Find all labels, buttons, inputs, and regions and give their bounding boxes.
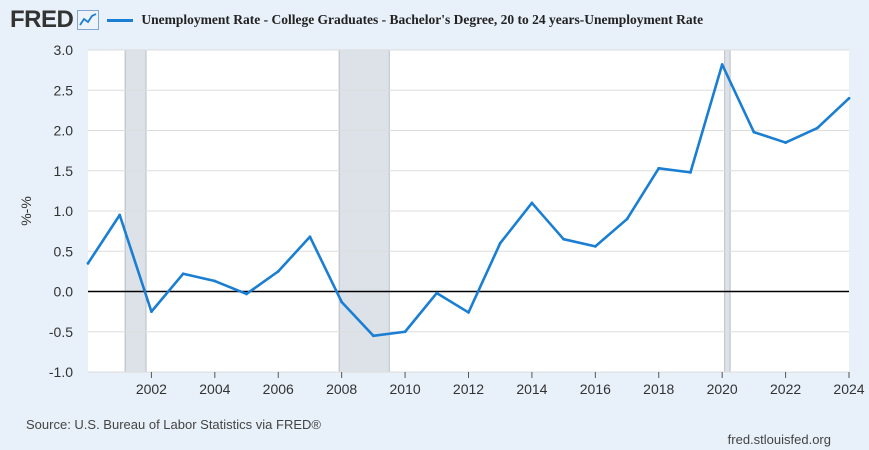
- x-tick-label: 2012: [453, 381, 484, 397]
- data-point[interactable]: [593, 245, 597, 248]
- x-tick-label: 2014: [516, 381, 547, 397]
- data-point[interactable]: [181, 272, 185, 276]
- data-point[interactable]: [308, 235, 312, 239]
- y-tick-label: 1.5: [54, 163, 74, 179]
- data-point[interactable]: [467, 311, 470, 314]
- x-tick-label: 2004: [199, 381, 230, 397]
- data-point[interactable]: [340, 300, 344, 304]
- x-axis-ticks: 2002 2004 2006 2008 2010 2012 2014 2016 2018 2020…: [136, 372, 865, 397]
- x-tick-label: 2020: [707, 381, 738, 397]
- data-point[interactable]: [435, 291, 439, 295]
- x-tick-label: 2024: [833, 381, 864, 397]
- line-chart-icon: [77, 10, 100, 30]
- y-axis-label: %-%: [18, 196, 34, 226]
- x-tick-label: 2016: [580, 381, 611, 397]
- data-point[interactable]: [118, 213, 122, 217]
- data-point[interactable]: [625, 217, 629, 221]
- fred-logo[interactable]: FRED: [10, 6, 74, 33]
- y-tick-label: 0.5: [54, 243, 74, 259]
- data-point[interactable]: [562, 237, 566, 241]
- y-axis-ticks: 3.0 2.5 2.0 1.5 1.0 0.5 0.0 -0.5 -1.0: [49, 42, 73, 380]
- site-link[interactable]: fred.stlouisfed.org: [727, 432, 831, 447]
- data-point[interactable]: [657, 166, 661, 170]
- data-point[interactable]: [530, 201, 534, 205]
- data-point[interactable]: [371, 334, 375, 338]
- legend: Unemployment Rate - College Graduates - …: [107, 12, 703, 28]
- data-point[interactable]: [245, 292, 248, 296]
- data-point[interactable]: [847, 96, 851, 100]
- y-tick-label: 3.0: [54, 42, 74, 58]
- y-tick-label: -0.5: [49, 324, 73, 340]
- x-tick-label: 2010: [390, 381, 421, 397]
- data-point[interactable]: [213, 279, 217, 283]
- x-tick-label: 2018: [643, 381, 674, 397]
- data-point[interactable]: [689, 170, 692, 174]
- x-tick-label: 2002: [136, 381, 167, 397]
- x-tick-label: 2006: [263, 381, 294, 397]
- data-point[interactable]: [752, 130, 756, 134]
- legend-series-label: Unemployment Rate - College Graduates - …: [141, 12, 704, 27]
- y-tick-label: 0.0: [54, 284, 74, 300]
- data-point[interactable]: [498, 241, 502, 245]
- series-layer: [86, 63, 851, 338]
- data-point[interactable]: [86, 261, 90, 265]
- y-tick-label: -1.0: [49, 364, 73, 380]
- chart-header: FRED Unemployment Rate - College Graduat…: [10, 6, 703, 34]
- data-point[interactable]: [784, 141, 787, 144]
- y-tick-label: 2.0: [54, 123, 74, 139]
- x-tick-label: 2008: [326, 381, 357, 397]
- source-note: Source: U.S. Bureau of Labor Statistics …: [26, 417, 321, 432]
- data-point[interactable]: [720, 63, 724, 66]
- x-tick-label: 2022: [770, 381, 801, 397]
- data-point[interactable]: [276, 269, 280, 273]
- y-tick-label: 1.0: [54, 203, 74, 219]
- data-point[interactable]: [150, 310, 153, 314]
- data-point[interactable]: [815, 126, 819, 130]
- line-chart[interactable]: 3.02.52.01.51.00.50.0-0.5-1.0 2002 2004 20…: [0, 0, 869, 410]
- data-point[interactable]: [403, 330, 407, 334]
- y-tick-label: 2.5: [54, 82, 74, 98]
- legend-swatch: [107, 18, 134, 22]
